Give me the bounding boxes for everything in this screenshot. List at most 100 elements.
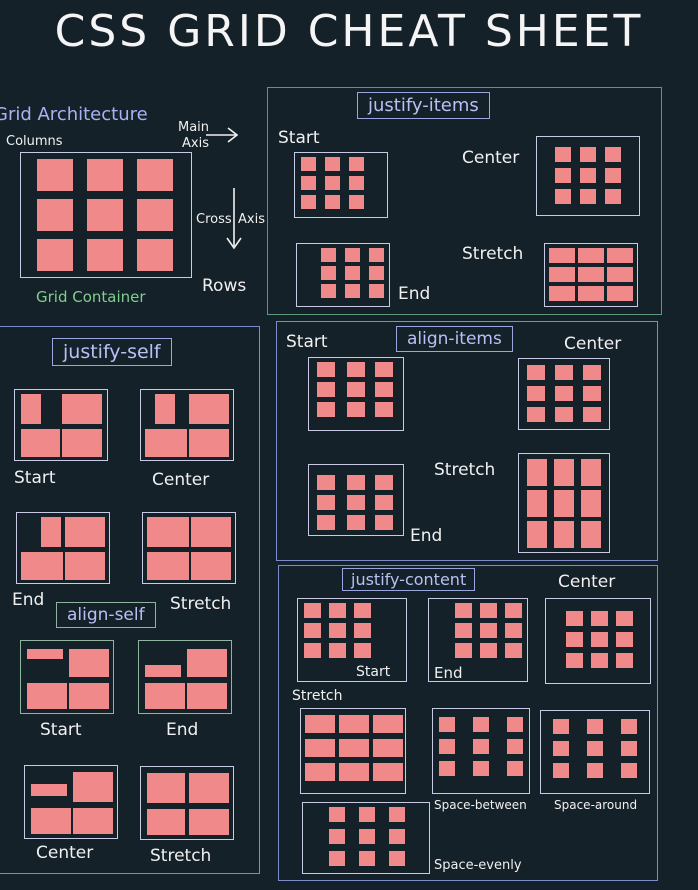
grid-cell <box>27 683 67 709</box>
grid-cell <box>527 521 547 548</box>
justify-items-center-label: Center <box>462 148 520 168</box>
grid-cell <box>325 195 340 209</box>
grid-cell <box>553 741 569 756</box>
grid-cell <box>389 851 405 866</box>
page-title: CSS GRID CHEAT SHEET <box>54 6 644 57</box>
grid-cell <box>301 195 316 209</box>
grid-cell <box>607 248 633 263</box>
grid-cell <box>305 715 335 733</box>
grid-cell <box>505 603 522 618</box>
justify-self-stretch-grid <box>142 512 236 584</box>
align-self-center-label: Center <box>36 843 94 863</box>
justify-items-stretch-label: Stretch <box>462 244 524 264</box>
cross-axis-arrow-icon <box>226 188 242 250</box>
grid-cell <box>373 763 403 781</box>
grid-cell <box>480 643 497 658</box>
grid-cell <box>591 653 608 668</box>
grid-cell <box>354 643 371 658</box>
grid-cell <box>21 429 60 457</box>
grid-cell <box>375 495 393 510</box>
justify-items-start-grid <box>294 152 388 218</box>
grid-cell <box>375 362 393 377</box>
justify-items-panel <box>267 87 662 315</box>
grid-cell <box>189 429 229 457</box>
grid-cell <box>325 176 340 190</box>
grid-container-label: Grid Container <box>36 288 146 306</box>
grid-cell <box>325 157 340 171</box>
grid-cell <box>347 495 365 510</box>
justify-self-end-grid <box>16 512 110 584</box>
align-self-center-grid <box>24 765 118 839</box>
align-items-end-label: End <box>410 526 443 546</box>
grid-cell <box>349 176 364 190</box>
grid-cell <box>65 517 105 547</box>
align-self-stretch-label: Stretch <box>150 846 212 866</box>
grid-cell <box>373 715 403 733</box>
grid-cell <box>605 189 621 204</box>
align-self-stretch-grid <box>140 766 234 840</box>
grid-cell <box>31 808 71 834</box>
grid-cell <box>191 517 231 547</box>
grid-cell <box>73 772 113 802</box>
justify-content-space-evenly-label: Space-evenly <box>434 858 522 873</box>
grid-cell <box>578 267 604 282</box>
grid-cell <box>473 761 489 776</box>
grid-cell <box>21 394 41 424</box>
justify-content-stretch-grid <box>300 708 406 794</box>
grid-cell <box>145 683 185 709</box>
grid-cell <box>583 365 601 380</box>
grid-cell <box>616 611 633 626</box>
grid-cell <box>137 239 173 271</box>
grid-cell <box>349 195 364 209</box>
grid-cell <box>345 248 360 262</box>
grid-cell <box>329 807 345 822</box>
align-items-heading: align-items <box>396 326 513 352</box>
grid-cell <box>317 475 335 490</box>
grid-cell <box>591 611 608 626</box>
grid-cell <box>31 784 67 796</box>
grid-cell <box>321 284 336 298</box>
grid-cell <box>191 552 231 580</box>
grid-cell <box>304 623 321 638</box>
grid-cell <box>527 407 545 422</box>
grid-cell <box>147 552 189 580</box>
grid-cell <box>555 189 571 204</box>
grid-cell <box>507 761 523 776</box>
grid-cell <box>527 459 547 486</box>
grid-cell <box>581 521 601 548</box>
grid-cell <box>580 189 596 204</box>
grid-cell <box>549 248 575 263</box>
grid-cell <box>375 475 393 490</box>
grid-cell <box>349 157 364 171</box>
grid-cell <box>587 741 603 756</box>
grid-cell <box>591 632 608 647</box>
grid-cell <box>189 394 229 424</box>
grid-cell <box>155 394 175 424</box>
grid-cell <box>607 286 633 301</box>
align-items-stretch-grid <box>518 453 610 553</box>
align-items-end-grid <box>308 464 404 536</box>
grid-cell <box>605 147 621 162</box>
grid-cell <box>37 159 73 191</box>
grid-cell <box>578 248 604 263</box>
grid-cell <box>555 168 571 183</box>
justify-content-stretch-label: Stretch <box>292 688 343 704</box>
grid-cell <box>347 382 365 397</box>
grid-cell <box>87 199 123 231</box>
grid-cell <box>345 266 360 280</box>
grid-cell <box>439 717 455 732</box>
grid-cell <box>329 829 345 844</box>
grid-cell <box>345 284 360 298</box>
grid-cell <box>549 286 575 301</box>
grid-cell <box>607 267 633 282</box>
grid-cell <box>37 239 73 271</box>
grid-cell <box>347 475 365 490</box>
grid-cell <box>69 649 109 677</box>
align-self-start-grid <box>20 640 114 714</box>
main-axis-arrow-icon <box>206 127 239 143</box>
grid-cell <box>527 490 547 517</box>
columns-label: Columns <box>6 134 63 149</box>
grid-cell <box>527 386 545 401</box>
grid-cell <box>359 807 375 822</box>
justify-items-heading: justify-items <box>357 92 490 119</box>
